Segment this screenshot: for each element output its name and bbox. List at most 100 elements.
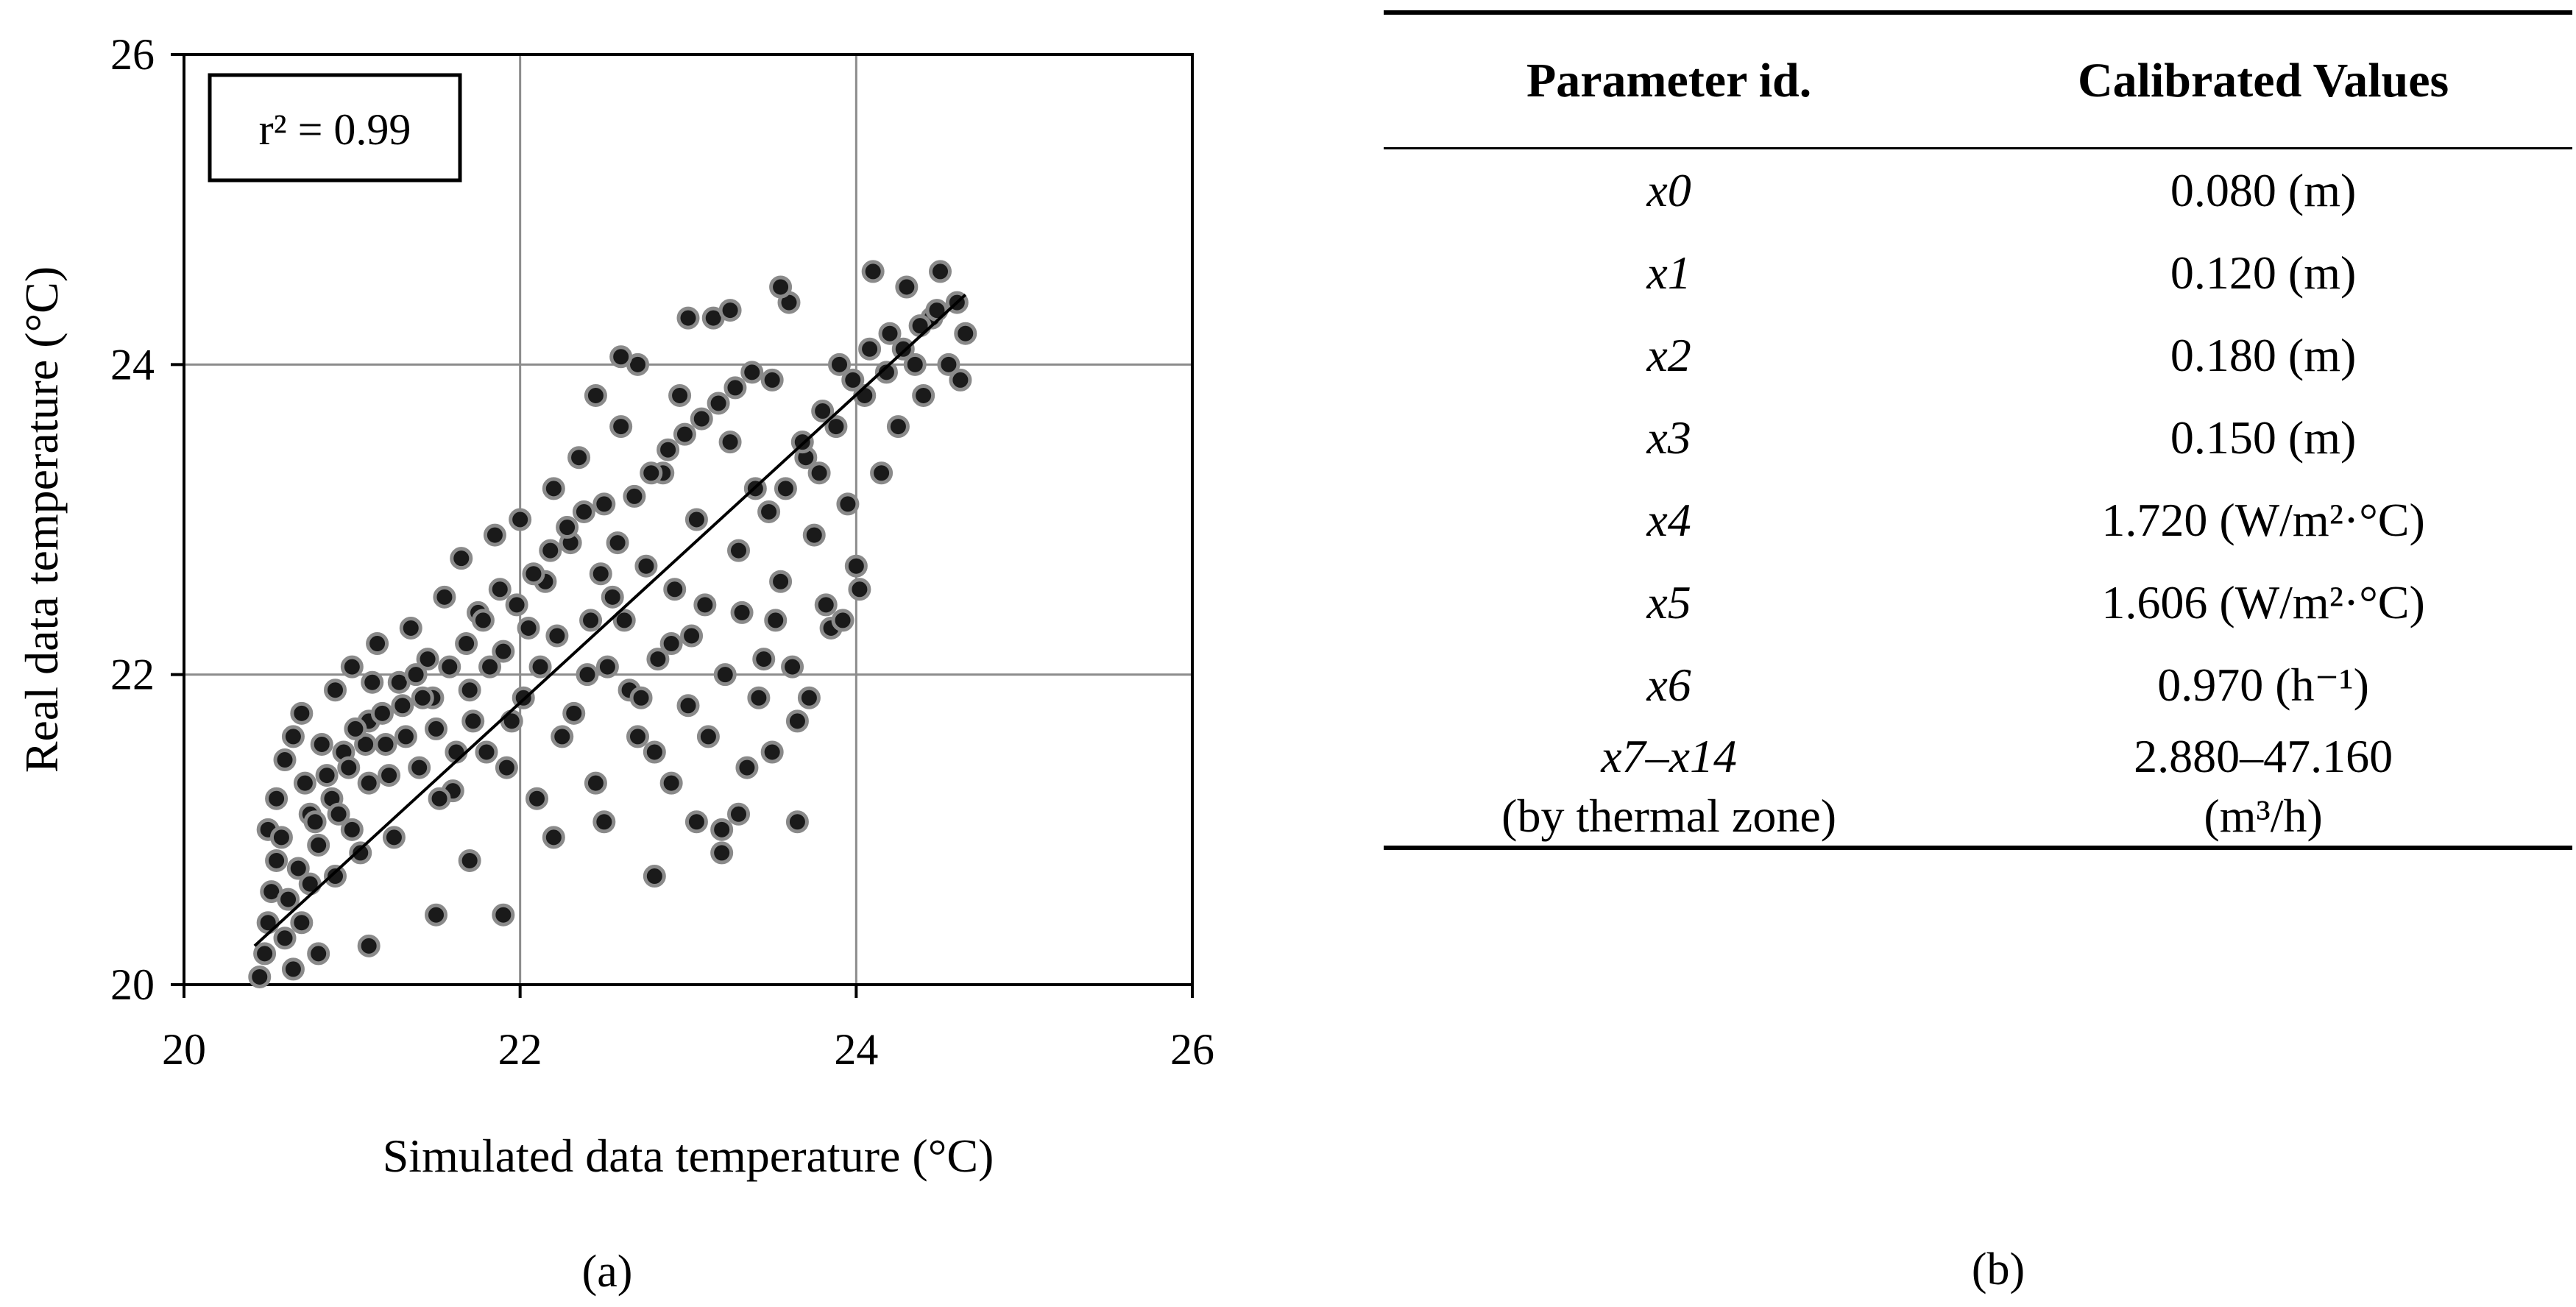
data-point — [828, 353, 851, 376]
data-point — [357, 934, 381, 957]
y-tick-label: 22 — [110, 651, 155, 699]
param-value: 0.150 (m) — [2170, 411, 2357, 464]
data-point — [562, 701, 586, 725]
trend-line — [253, 294, 967, 947]
data-point — [374, 732, 397, 756]
data-point — [303, 810, 327, 834]
data-point — [584, 383, 607, 407]
data-point — [646, 648, 670, 671]
data-point — [785, 709, 809, 733]
parameter-table: Parameter id. Calibrated Values x0 0.080 … — [1384, 10, 2572, 850]
param-id: x5 — [1646, 576, 1691, 628]
data-point — [509, 508, 532, 531]
data-point — [416, 648, 439, 671]
data-point — [337, 756, 361, 779]
data-point — [844, 554, 868, 578]
data-point — [781, 655, 804, 679]
x-tick-label: 26 — [1170, 1025, 1214, 1074]
data-point — [349, 841, 372, 865]
data-point — [908, 314, 932, 338]
data-point — [354, 732, 378, 756]
data-point — [747, 686, 771, 709]
table-row: x4 1.720 (W/m²·°C) — [1384, 479, 2572, 562]
data-point — [253, 942, 277, 966]
data-point — [954, 322, 977, 345]
data-point — [542, 477, 565, 500]
data-point — [290, 701, 314, 725]
data-point — [425, 903, 447, 927]
data-points — [248, 260, 977, 988]
data-point — [769, 570, 793, 593]
data-point — [307, 942, 330, 966]
param-id-note: (by thermal zone) — [1384, 787, 1955, 850]
data-point — [307, 833, 330, 857]
data-point — [286, 857, 310, 880]
data-point — [601, 585, 624, 609]
data-point — [404, 663, 428, 687]
data-point — [623, 484, 646, 508]
data-point — [634, 554, 658, 578]
param-value: 0.180 (m) — [2170, 329, 2357, 381]
data-point — [340, 818, 364, 841]
data-point — [710, 818, 734, 841]
x-tick-label: 20 — [162, 1025, 206, 1074]
header-parameter-id: Parameter id. — [1384, 10, 1955, 149]
r2-annotation: r² = 0.99 — [259, 105, 411, 154]
data-point — [542, 826, 565, 849]
data-point — [760, 368, 784, 392]
data-point — [445, 740, 468, 764]
data-point — [248, 965, 272, 988]
header-calibrated-values: Calibrated Values — [1954, 10, 2572, 149]
table-row: x0 0.080 (m) — [1384, 149, 2572, 233]
param-value: 2.880–47.160 — [2134, 730, 2393, 782]
data-point — [290, 911, 314, 935]
data-point — [727, 539, 750, 562]
data-point — [269, 826, 293, 849]
data-point — [693, 593, 717, 617]
data-point — [606, 531, 629, 555]
data-point — [394, 725, 417, 748]
param-id: x6 — [1646, 659, 1691, 711]
data-point — [895, 275, 919, 299]
y-tick-label: 24 — [110, 340, 155, 389]
data-point — [522, 562, 545, 586]
data-point — [344, 717, 367, 740]
data-point — [327, 802, 350, 826]
data-point — [399, 616, 422, 640]
data-point — [643, 740, 666, 764]
data-point — [735, 756, 759, 779]
data-point — [668, 383, 692, 407]
y-tick-label: 20 — [110, 960, 155, 1009]
data-point — [663, 578, 687, 601]
data-point — [629, 686, 653, 709]
data-point — [478, 655, 502, 679]
data-point — [324, 679, 347, 702]
param-id: x2 — [1646, 329, 1691, 381]
table-row: x1 0.120 (m) — [1384, 232, 2572, 314]
data-point — [673, 422, 696, 446]
r2-box — [208, 73, 462, 183]
data-point — [589, 562, 612, 586]
data-point — [592, 810, 616, 834]
data-point — [526, 787, 548, 810]
data-point — [612, 609, 636, 632]
table-row: x5 1.606 (W/m²·°C) — [1384, 562, 2572, 644]
data-point — [483, 523, 506, 547]
data-point — [378, 764, 401, 787]
data-point — [785, 810, 809, 834]
data-point — [340, 655, 364, 679]
data-point — [949, 368, 972, 392]
data-point — [277, 888, 300, 911]
param-value: 1.606 (W/m²·°C) — [2101, 576, 2425, 628]
data-point — [870, 461, 894, 485]
data-point — [265, 787, 289, 810]
data-point — [680, 624, 704, 648]
data-point — [488, 578, 512, 601]
data-point — [730, 601, 754, 624]
data-point — [551, 725, 574, 748]
data-point — [831, 609, 854, 632]
data-point — [475, 740, 498, 764]
data-point — [764, 609, 788, 632]
param-id: x3 — [1646, 411, 1691, 464]
data-point — [382, 826, 406, 849]
